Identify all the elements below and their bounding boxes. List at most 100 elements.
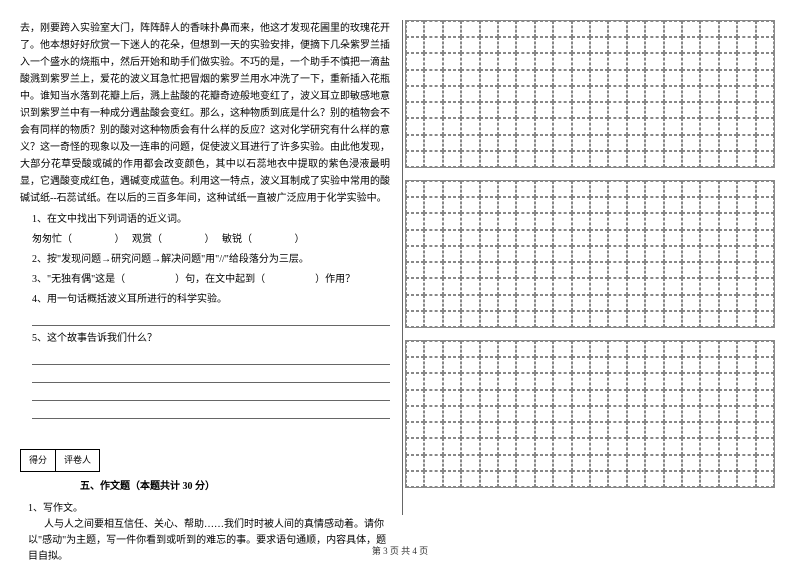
grid-cell [737,471,755,487]
grid-cell [645,311,663,327]
grid-cell [443,151,461,167]
grid-cell [700,118,718,134]
grid-cell [406,373,424,389]
grid-cell [590,311,608,327]
grid-cell [424,455,442,471]
grid-cell [700,438,718,454]
grid-cell [572,213,590,229]
grid-cell [682,455,700,471]
grid-cell [664,53,682,69]
grid-cell [627,390,645,406]
grid-cell [700,181,718,197]
grid-cell [608,262,626,278]
grid-cell [590,422,608,438]
grid-cell [480,311,498,327]
score-cell: 得分 [20,449,55,472]
grid-cell [756,181,774,197]
grid-cell [608,422,626,438]
grid-cell [719,181,737,197]
grid-cell [535,197,553,213]
grid-cell [480,197,498,213]
grid-cell [756,118,774,134]
grid-cell [608,471,626,487]
grid-cell [756,311,774,327]
grid-cell [737,70,755,86]
grid-cell [553,455,571,471]
grid-cell [498,151,516,167]
grid-cell [461,406,479,422]
grid-cell [700,278,718,294]
grid-cell [645,341,663,357]
grid-cell [627,151,645,167]
grid-cell [406,341,424,357]
grid-cell [480,406,498,422]
grid-cell [664,455,682,471]
essay-prompt-text: 人与人之间要相互信任、关心、帮助……我们时时被人间的真情感动着。请你以"感动"为… [20,517,390,565]
grid-cell [424,53,442,69]
grid-cell [664,102,682,118]
grid-cell [590,53,608,69]
grid-cell [424,37,442,53]
grid-cell [719,151,737,167]
grid-cell [719,278,737,294]
grid-cell [424,118,442,134]
grid-cell [424,278,442,294]
grid-cell [645,135,663,151]
grid-cell [590,70,608,86]
grid-cell [498,278,516,294]
grid-cell [516,406,534,422]
grid-cell [737,118,755,134]
grid-cell [627,278,645,294]
grid-cell [737,373,755,389]
grid-cell [480,230,498,246]
grid-cell [480,390,498,406]
grid-cell [608,151,626,167]
grid-cell [756,357,774,373]
grid-cell [682,422,700,438]
grid-cell [682,341,700,357]
grid-cell [406,455,424,471]
grid-cell [480,455,498,471]
grid-cell [516,181,534,197]
grid-cell [756,422,774,438]
grid-cell [756,262,774,278]
grid-cell [443,53,461,69]
grid-cell [443,422,461,438]
grid-cell [682,295,700,311]
grid-cell [461,295,479,311]
grid-cell [608,37,626,53]
grid-cell [756,151,774,167]
grid-cell [645,455,663,471]
grid-cell [572,406,590,422]
grid-cell [461,102,479,118]
grid-cell [608,341,626,357]
grid-cell [443,262,461,278]
grid-cell [553,438,571,454]
grid-cell [498,246,516,262]
grid-cell [719,118,737,134]
grid-cell [756,213,774,229]
grid-cell [664,37,682,53]
grid-cell [700,37,718,53]
grid-cell [700,230,718,246]
grid-cell [682,181,700,197]
grid-cell [424,70,442,86]
grid-cell [424,295,442,311]
grid-cell [498,86,516,102]
grid-cell [608,135,626,151]
grid-cell [645,278,663,294]
grid-cell [480,471,498,487]
grid-cell [756,21,774,37]
grid-cell [424,311,442,327]
grid-cell [700,86,718,102]
grid-cell [443,373,461,389]
grid-cell [498,311,516,327]
grid-cell [627,70,645,86]
grid-cell [572,438,590,454]
grid-cell [645,230,663,246]
grid-cell [645,102,663,118]
grid-cell [480,37,498,53]
grid-cell [461,37,479,53]
grid-cell [590,406,608,422]
essay-prompt-num: 1、写作文。 [20,501,390,517]
